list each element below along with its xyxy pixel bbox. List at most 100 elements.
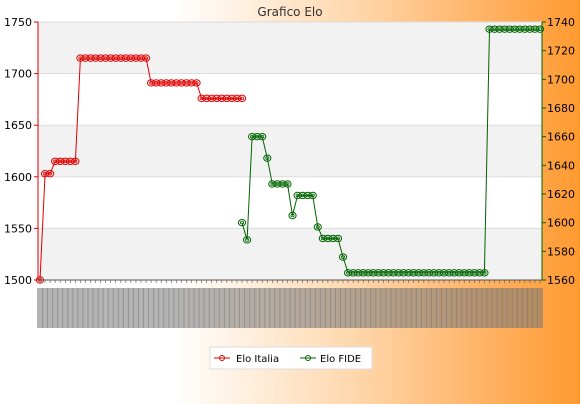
plot-background (38, 22, 542, 280)
x-tick-label-group (274, 288, 281, 328)
data-point (288, 211, 297, 220)
x-tick-label-mark (284, 288, 291, 328)
x-tick-label-group (132, 288, 139, 328)
x-tick-label-mark (198, 288, 205, 328)
x-tick-label-mark (415, 288, 422, 328)
x-tick-label-mark (309, 288, 316, 328)
chart-title: Grafico Elo (257, 5, 322, 19)
data-point (237, 94, 247, 103)
x-tick-label-group (92, 288, 99, 328)
x-tick-label-group (319, 288, 326, 328)
right-tick-label: 1680 (547, 102, 575, 115)
x-tick-label-group (365, 288, 372, 328)
x-tick-label-group (466, 288, 473, 328)
x-tick-label-group (390, 288, 397, 328)
x-tick-label-group (537, 288, 543, 328)
x-tick-label-group (441, 288, 448, 328)
data-point-inner (144, 56, 149, 60)
x-tick-label-group (122, 288, 129, 328)
data-point-inner (285, 182, 290, 186)
x-tick-label-group (143, 288, 150, 328)
x-tick-label-group (218, 288, 225, 328)
x-tick-label-group (345, 288, 352, 328)
x-tick-label-group (193, 288, 200, 328)
x-tick-label-mark (57, 288, 64, 328)
right-tick-label: 1720 (547, 45, 575, 58)
x-tick-label-mark (148, 288, 155, 328)
data-point-inner (482, 271, 487, 275)
series-line-1 (241, 28, 540, 274)
data-point (237, 218, 247, 227)
x-tick-label-mark (112, 288, 119, 328)
x-tick-label-mark (334, 288, 341, 328)
legend-label-elo-fide: Elo FIDE (320, 354, 361, 365)
x-tick-label-mark (183, 288, 190, 328)
left-tick-label: 1750 (4, 16, 32, 29)
x-tick-label-group (244, 288, 251, 328)
x-tick-label-mark (410, 288, 417, 328)
data-point-inner (341, 255, 346, 259)
x-tick-label-group (400, 288, 407, 328)
x-tick-label-group (138, 288, 145, 328)
x-tick-label-group (481, 288, 488, 328)
data-point-inner (73, 159, 78, 164)
x-tick-label-mark (203, 288, 210, 328)
x-tick-label-group (516, 288, 523, 328)
x-tick-label-mark (92, 288, 99, 328)
x-tick-label-mark (269, 288, 276, 328)
x-tick-label-group (350, 288, 357, 328)
x-tick-label-group (97, 288, 104, 328)
x-tick-label-mark (345, 288, 352, 328)
data-point-inner (290, 213, 295, 218)
legend-marker-elo-italia (219, 355, 225, 361)
x-tick-label-mark (526, 288, 533, 328)
data-point (258, 132, 267, 141)
x-tick-label-mark (355, 288, 362, 328)
x-tick-label-mark (188, 288, 195, 328)
x-tick-label-group (188, 288, 195, 328)
x-tick-label-group (491, 288, 498, 328)
x-tick-label-group (405, 288, 412, 328)
x-tick-label-mark (405, 288, 412, 328)
x-tick-label-mark (350, 288, 357, 328)
left-tick-label: 1550 (4, 222, 32, 235)
x-tick-label-group (531, 288, 538, 328)
x-tick-label-mark (228, 288, 235, 328)
data-point (338, 253, 348, 261)
legend-marker-elo-fide (305, 355, 311, 361)
x-tick-label-mark (289, 288, 296, 328)
x-tick-label-group (107, 288, 114, 328)
x-tick-label-group (112, 288, 119, 328)
x-tick-label-mark (77, 288, 84, 328)
x-tick-label-group (223, 288, 230, 328)
x-tick-label-mark (259, 288, 266, 328)
x-tick-label-mark (254, 288, 261, 328)
x-tick-label-mark (117, 288, 124, 328)
x-tick-label-mark (193, 288, 200, 328)
x-tick-label-mark (299, 288, 306, 328)
x-tick-label-mark (319, 288, 326, 328)
x-tick-label-group (37, 288, 43, 328)
grid-band (38, 22, 542, 74)
legend-box (209, 346, 373, 370)
right-tick-label: 1640 (547, 159, 575, 172)
x-tick-label-group (329, 288, 336, 328)
data-point (141, 54, 151, 62)
x-tick-label-mark (279, 288, 286, 328)
data-point-inner (265, 156, 270, 160)
x-tick-label-mark (516, 288, 523, 328)
x-tick-label-group (163, 288, 170, 328)
right-tick-label: 1580 (547, 245, 575, 258)
x-tick-label-group (259, 288, 266, 328)
x-tick-label-group (425, 288, 432, 328)
x-tick-label-group (148, 288, 155, 328)
x-tick-label-mark (425, 288, 432, 328)
data-point (283, 180, 292, 188)
grid-band (38, 228, 542, 280)
right-tick-label: 1620 (547, 188, 575, 201)
x-tick-label-mark (385, 288, 392, 328)
x-tick-label-group (385, 288, 392, 328)
x-tick-label-mark (47, 288, 54, 328)
grid-band (38, 125, 542, 177)
